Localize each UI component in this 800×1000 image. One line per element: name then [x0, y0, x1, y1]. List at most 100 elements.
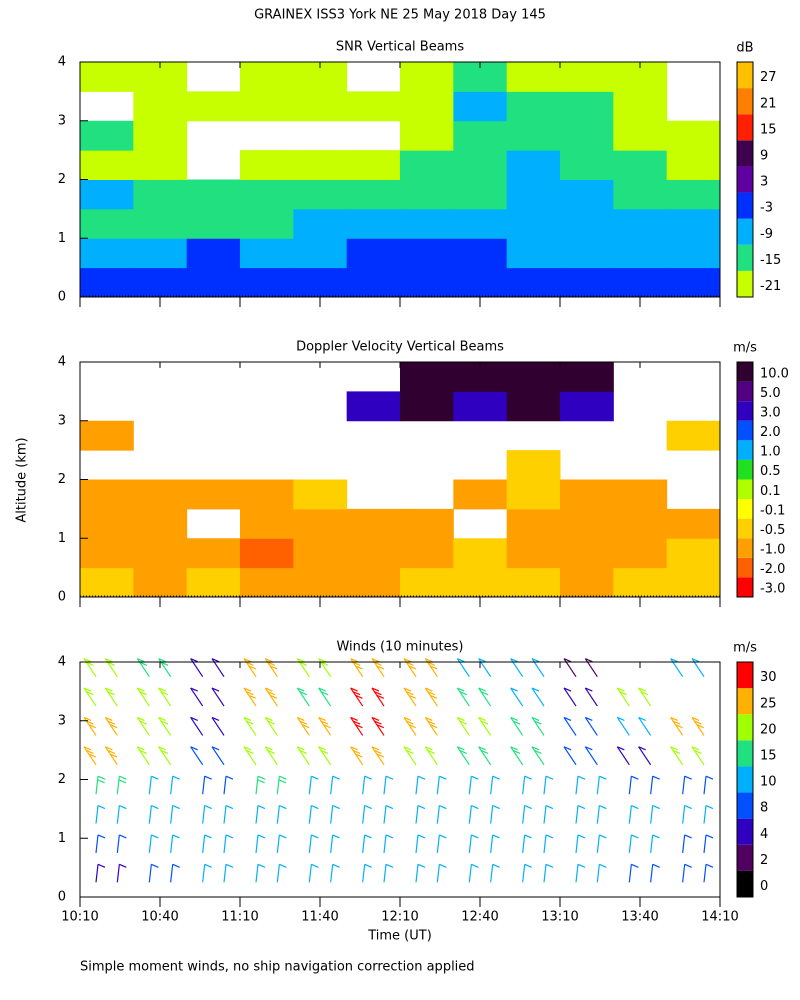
barb-staff — [563, 717, 577, 736]
field-cell — [506, 362, 561, 392]
barb-staff — [596, 805, 600, 824]
field-cell — [240, 179, 294, 210]
wind-barb — [522, 775, 554, 795]
barb-feather — [459, 720, 467, 725]
barb-staff — [468, 776, 472, 795]
barb-feather — [243, 687, 252, 692]
wind-barb — [575, 863, 607, 883]
barb-staff — [522, 834, 526, 854]
barb-feather — [691, 658, 700, 663]
field-cell — [506, 208, 561, 239]
barb-feather — [652, 863, 660, 868]
barb-feather — [355, 694, 363, 699]
barb-feather — [279, 863, 287, 868]
field-cell — [560, 208, 614, 239]
field-cell — [453, 150, 508, 180]
field-cell — [80, 267, 134, 298]
barb-feather — [257, 805, 266, 810]
barb-feather — [257, 863, 266, 868]
barb-feather — [524, 805, 532, 810]
barb-feather — [246, 720, 254, 725]
colorbar-unit: m/s — [733, 641, 757, 656]
barb-feather — [619, 691, 627, 696]
barb-feather — [350, 716, 358, 721]
barb-feather — [107, 691, 115, 696]
barb-staff — [628, 805, 632, 824]
barb-feather — [631, 775, 639, 780]
barb-feather — [585, 658, 593, 663]
colorbar-cell — [737, 62, 753, 89]
field-cell — [80, 150, 134, 180]
colorbar-cell — [737, 362, 753, 382]
barb-staff — [158, 687, 172, 707]
barb-staff — [490, 834, 494, 854]
barb-feather — [670, 746, 678, 751]
barb-staff — [575, 864, 579, 883]
field-cell — [240, 538, 294, 569]
barb-staff — [468, 864, 472, 883]
barb-feather — [265, 716, 273, 721]
field-cell — [613, 479, 668, 510]
colorbar-label: -9 — [760, 227, 773, 242]
wind-barb — [670, 716, 705, 736]
barb-feather — [670, 658, 678, 663]
barb-staff — [148, 864, 152, 883]
field-cell — [666, 179, 721, 210]
colorbar-cell — [737, 270, 753, 297]
barb-feather — [204, 863, 212, 868]
barb-feather — [705, 775, 714, 780]
field-cell — [293, 479, 348, 510]
wind-barb — [243, 658, 278, 678]
barb-feather — [139, 749, 147, 754]
barb-feather — [563, 716, 572, 721]
barb-staff — [83, 746, 97, 766]
barb-feather — [376, 694, 385, 699]
field-cell — [80, 508, 134, 539]
panel-title: Doppler Velocity Vertical Beams — [296, 340, 504, 355]
field-cell — [133, 179, 188, 210]
barb-feather — [631, 805, 639, 810]
barb-staff — [670, 746, 684, 766]
barb-feather — [427, 691, 435, 696]
barb-staff — [223, 776, 227, 795]
colorbar-cell — [737, 688, 753, 715]
field-cell — [240, 238, 294, 269]
barb-feather — [350, 746, 358, 751]
barb-staff — [362, 776, 366, 795]
barb-feather — [425, 687, 433, 692]
barb-staff — [211, 687, 225, 707]
wind-barb — [350, 658, 385, 678]
field-cell — [506, 508, 561, 539]
field-cell — [666, 267, 721, 298]
barb-staff — [563, 746, 577, 766]
wind-barb — [190, 716, 225, 736]
barb-staff — [531, 687, 545, 707]
field-cell — [453, 91, 508, 122]
barb-feather — [480, 691, 489, 696]
field-cell — [613, 120, 668, 151]
barb-feather — [439, 775, 447, 780]
colorbar-label: 8 — [760, 801, 768, 816]
barb-staff — [276, 864, 280, 883]
field-cell — [80, 567, 134, 598]
barb-feather — [257, 779, 265, 784]
barb-staff — [371, 717, 385, 736]
barb-feather — [563, 687, 572, 692]
wind-barb — [83, 658, 118, 678]
barb-feather — [267, 661, 275, 666]
colorbar-cell — [737, 166, 753, 193]
barb-staff — [264, 717, 278, 736]
field-cell — [293, 208, 348, 239]
colorbar-label: 0 — [760, 879, 768, 894]
barb-staff — [170, 776, 174, 795]
barb-feather — [374, 661, 382, 666]
field-cell — [293, 538, 348, 569]
barb-feather — [190, 716, 198, 721]
colorbar-label: -21 — [760, 279, 781, 294]
wind-barb — [682, 775, 714, 795]
barb-staff — [638, 746, 652, 766]
field-cell — [560, 362, 614, 392]
wind-barb — [148, 863, 180, 883]
barb-feather — [492, 834, 500, 839]
field-cell — [80, 208, 134, 239]
